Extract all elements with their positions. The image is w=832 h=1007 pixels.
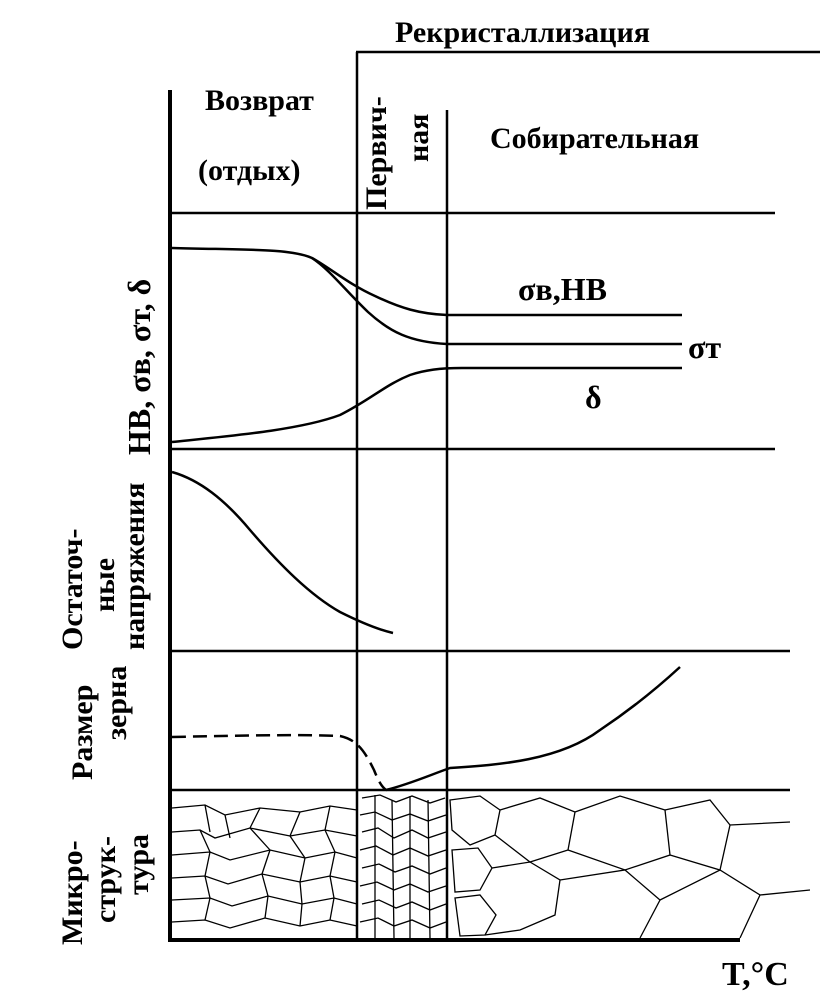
microstructure-deformed (171, 804, 358, 929)
microstructure-primary (359, 794, 447, 939)
x-axis-label: T,°C (722, 956, 789, 993)
micro-label-1: Микро- (56, 840, 89, 945)
primary-label-group: Первич- ная (360, 96, 435, 210)
collective-label: Собирательная (490, 122, 699, 155)
residual-label-2: ные (88, 558, 121, 612)
recovery-sub-label: (отдых) (198, 154, 301, 187)
sigma-b-hb-label: σв,HB (518, 271, 607, 307)
grain-label-1: Размер (66, 685, 99, 780)
curve-sigma-b-hb (171, 246, 682, 317)
micro-label-group: Микро- струк- тура (56, 834, 155, 945)
micro-label-2: струк- (89, 836, 122, 923)
micro-label-3: тура (122, 834, 155, 895)
properties-label-group: HB, σв, σт, δ (121, 279, 157, 455)
recrystallization-label: Рекристаллизация (395, 16, 650, 49)
microstructure-collective (449, 795, 811, 939)
grain-label-2: зерна (100, 666, 133, 740)
residual-label-3: напряжения (118, 482, 151, 650)
primary-label-1: Первич- (360, 96, 393, 210)
recovery-label: Возврат (205, 84, 314, 117)
microstructure-region (171, 794, 811, 939)
properties-label: HB, σв, σт, δ (121, 279, 157, 455)
curve-sigma-t (311, 256, 682, 346)
grain-label-group: Размер зерна (66, 666, 133, 780)
curve-grain-size-recovery (171, 733, 387, 791)
delta-label: δ (585, 379, 602, 415)
residual-label-group: Остаточ- ные напряжения (56, 482, 151, 650)
curve-grain-size-growth (385, 666, 681, 792)
residual-label-1: Остаточ- (56, 529, 89, 650)
primary-label-2: ная (402, 113, 435, 162)
curve-delta (171, 366, 682, 444)
curve-residual-stress (171, 470, 394, 635)
sigma-t-label: σт (688, 329, 721, 365)
